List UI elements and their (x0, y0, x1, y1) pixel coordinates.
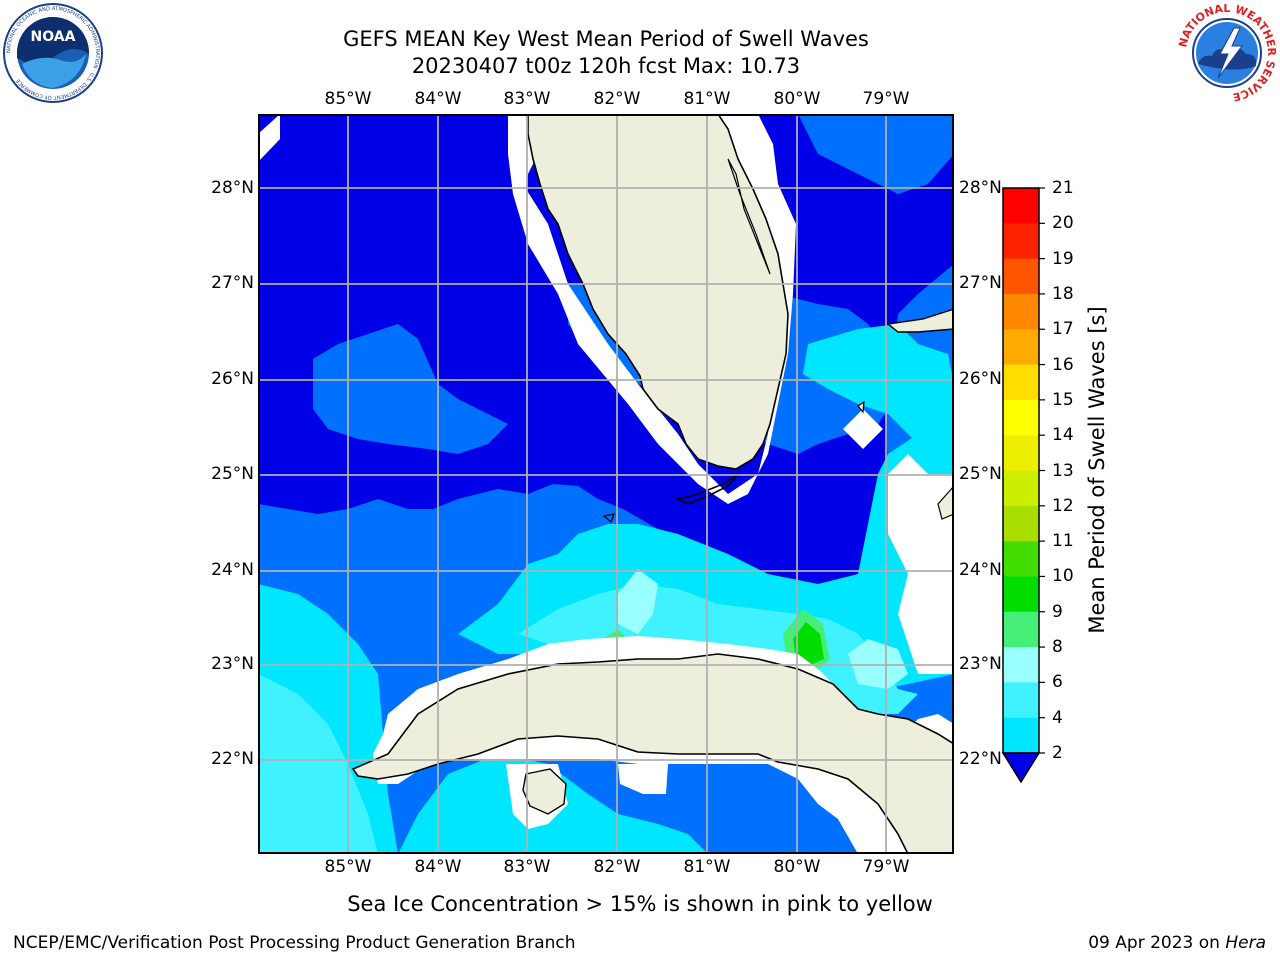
lon-label-bottom: 83°W (503, 857, 551, 877)
lat-label-right: 27°N (959, 273, 1002, 293)
lon-label-bottom: 81°W (683, 857, 731, 877)
lat-label-right: 24°N (959, 560, 1002, 580)
lon-label-top: 82°W (593, 89, 641, 109)
lon-label-bottom: 82°W (593, 857, 641, 877)
colorbar-tick-label: 19 (1052, 248, 1074, 269)
land-cuba (351, 653, 954, 854)
colorbar-tick-label: 18 (1052, 283, 1074, 304)
colorbar-tick-label: 4 (1052, 707, 1063, 728)
lon-label-bottom: 80°W (773, 857, 821, 877)
map-frame (258, 114, 954, 854)
footer-credit: NCEP/EMC/Verification Post Processing Pr… (13, 933, 576, 953)
lat-label-left: 27°N (211, 273, 254, 293)
colorbar-segment (1003, 611, 1039, 648)
colorbar-segment (1003, 647, 1039, 683)
colorbar-tick-label: 8 (1052, 637, 1063, 658)
nodata-mask-south (618, 764, 668, 794)
footer-machine: Hera (1225, 933, 1266, 953)
colorbar-tick-label: 6 (1052, 672, 1063, 693)
footer-date: 09 Apr 2023 on Hera (1088, 932, 1266, 954)
land-bahamas-island (937, 485, 954, 520)
chart-subtitle: 20230407 t00z 120h fcst Max: 10.73 (411, 54, 801, 78)
lon-label-bottom: 85°W (324, 857, 372, 877)
colorbar-segment (1003, 364, 1039, 401)
colorbar-tick-label: 13 (1052, 460, 1074, 481)
colorbar-segment (1003, 329, 1039, 366)
colorbar-ticks (1039, 187, 1045, 754)
map-gridlines (258, 114, 954, 854)
swell-period-map (258, 114, 954, 854)
noaa-logo-text: NOAA (31, 29, 76, 45)
coastline-dry-tortugas (602, 513, 615, 524)
lon-label-top: 84°W (414, 89, 462, 109)
colorbar-segment (1003, 505, 1039, 542)
footer-date-text: 09 Apr 2023 on (1088, 933, 1226, 953)
lon-label-bottom: 84°W (414, 857, 462, 877)
colorbar-tick-label: 12 (1052, 495, 1074, 516)
lat-label-left: 24°N (211, 560, 254, 580)
lat-label-right: 23°N (959, 654, 1002, 674)
colorbar (1001, 187, 1045, 784)
land-bimini (857, 400, 865, 414)
period-band-6-8 (803, 324, 954, 454)
lon-label-top: 79°W (862, 89, 910, 109)
colorbar-segment (1003, 293, 1039, 330)
nws-logo-icon: NATIONAL WEATHER SERVICE (1176, 2, 1278, 104)
colorbar-tick-label: 21 (1052, 178, 1074, 198)
colorbar-segment (1003, 682, 1039, 719)
period-band-9-10 (618, 569, 658, 634)
lon-label-top: 85°W (324, 89, 372, 109)
colorbar-tick-label: 16 (1052, 354, 1074, 375)
lat-label-right: 22°N (959, 749, 1002, 769)
nodata-mask-bahamas (888, 454, 954, 674)
coastline-indian-river (727, 158, 771, 275)
period-band-11-12 (793, 622, 824, 666)
colorbar-tick-label: 20 (1052, 213, 1074, 234)
colorbar-title: Mean Period of Swell Waves [s] (1085, 306, 1109, 634)
colorbar-tick-label: 14 (1052, 425, 1074, 446)
land-grand-bahama (886, 308, 954, 333)
nodata-mask-andros (843, 409, 883, 449)
colorbar-tick-label: 10 (1052, 566, 1074, 587)
lat-label-left: 26°N (211, 369, 254, 389)
colorbar-segment (1003, 717, 1039, 754)
colorbar-extend-arrow (1001, 752, 1041, 784)
lat-label-left: 23°N (211, 654, 254, 674)
colorbar-segment (1003, 435, 1039, 471)
lon-label-top: 80°W (773, 89, 821, 109)
lat-label-right: 25°N (959, 464, 1002, 484)
period-band-9-10 (848, 639, 908, 689)
coastline-keys (675, 473, 739, 505)
colorbar-segment (1003, 576, 1039, 613)
land-isla-juventud (522, 768, 567, 815)
nodata-mask-corner (258, 114, 280, 162)
colorbar-tick-label: 17 (1052, 319, 1074, 340)
period-band-4-6 (313, 324, 508, 454)
lon-label-top: 83°W (503, 89, 551, 109)
colorbar-segments (1003, 188, 1039, 754)
colorbar-tick-label: 15 (1052, 389, 1074, 410)
lat-label-right: 26°N (959, 369, 1002, 389)
colorbar-tick-label: 2 (1052, 743, 1063, 763)
lat-label-left: 22°N (211, 749, 254, 769)
lat-label-right: 28°N (959, 178, 1002, 198)
colorbar-tick-label: 9 (1052, 601, 1063, 622)
colorbar-segment (1003, 223, 1039, 260)
lon-label-top: 81°W (683, 89, 731, 109)
period-band-4-6 (798, 114, 954, 194)
colorbar-tick-label: 11 (1052, 531, 1074, 552)
lat-label-left: 28°N (211, 178, 254, 198)
colorbar-segment (1003, 541, 1039, 577)
colorbar-segment (1003, 399, 1039, 436)
colorbar-segment (1003, 258, 1039, 295)
sea-ice-note: Sea Ice Concentration > 15% is shown in … (347, 892, 933, 916)
colorbar-segment (1003, 188, 1039, 224)
noaa-logo-icon: NOAA NATIONAL OCEANIC AND ATMOSPHERIC AD… (3, 3, 103, 103)
lat-label-left: 25°N (211, 464, 254, 484)
colorbar-segment (1003, 470, 1039, 507)
lon-label-bottom: 79°W (862, 857, 910, 877)
chart-title: GEFS MEAN Key West Mean Period of Swell … (343, 27, 869, 51)
